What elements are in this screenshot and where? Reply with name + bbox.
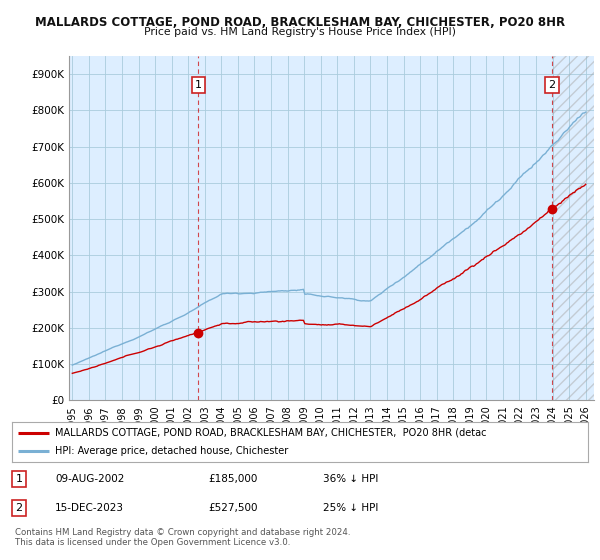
Text: This data is licensed under the Open Government Licence v3.0.: This data is licensed under the Open Gov… [15, 538, 290, 547]
Text: MALLARDS COTTAGE, POND ROAD, BRACKLESHAM BAY, CHICHESTER,  PO20 8HR (detac: MALLARDS COTTAGE, POND ROAD, BRACKLESHAM… [55, 428, 487, 437]
Text: 36% ↓ HPI: 36% ↓ HPI [323, 474, 379, 484]
Text: 1: 1 [195, 80, 202, 90]
Text: 2: 2 [16, 503, 22, 513]
Text: MALLARDS COTTAGE, POND ROAD, BRACKLESHAM BAY, CHICHESTER, PO20 8HR: MALLARDS COTTAGE, POND ROAD, BRACKLESHAM… [35, 16, 565, 29]
Text: HPI: Average price, detached house, Chichester: HPI: Average price, detached house, Chic… [55, 446, 289, 456]
Text: Price paid vs. HM Land Registry's House Price Index (HPI): Price paid vs. HM Land Registry's House … [144, 27, 456, 37]
Text: 25% ↓ HPI: 25% ↓ HPI [323, 503, 379, 513]
Text: 09-AUG-2002: 09-AUG-2002 [55, 474, 125, 484]
Text: £185,000: £185,000 [208, 474, 257, 484]
Text: 2: 2 [548, 80, 556, 90]
Text: Contains HM Land Registry data © Crown copyright and database right 2024.: Contains HM Land Registry data © Crown c… [15, 528, 350, 537]
Text: £527,500: £527,500 [208, 503, 257, 513]
Text: 1: 1 [16, 474, 22, 484]
Text: 15-DEC-2023: 15-DEC-2023 [55, 503, 124, 513]
